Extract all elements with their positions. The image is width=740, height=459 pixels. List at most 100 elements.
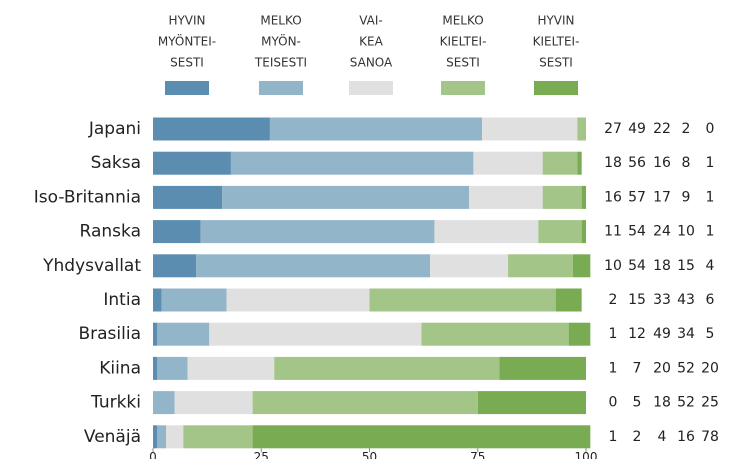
value-label: 1 [706, 155, 715, 171]
category-label: Brasilia [78, 324, 141, 344]
category-label: Saksa [91, 153, 141, 173]
value-label: 54 [628, 224, 646, 240]
value-label: 49 [653, 326, 671, 342]
value-label: 15 [677, 258, 695, 274]
legend-label: MYÖN- [261, 33, 301, 49]
bar-segment [200, 220, 435, 244]
bar-segment [469, 185, 543, 209]
bar-segment [542, 151, 578, 175]
legend-label: SANOA [350, 56, 393, 70]
value-label: 27 [604, 121, 622, 137]
bar-segment [421, 322, 569, 346]
bar-segment [153, 322, 158, 346]
bar-segment [473, 151, 543, 175]
bar-segment [252, 391, 478, 415]
value-label: 43 [677, 292, 695, 308]
bar-segment [153, 288, 162, 312]
legend-label: KIELTEI- [440, 35, 487, 49]
value-label: 54 [628, 258, 646, 274]
value-label: 10 [604, 258, 622, 274]
value-label: 18 [604, 155, 622, 171]
bar-segment [274, 356, 500, 380]
x-tick-label: 100 [575, 450, 598, 459]
bar-segment [577, 151, 582, 175]
legend-swatch [534, 81, 578, 95]
legend-label: MELKO [442, 14, 483, 28]
value-label: 1 [706, 189, 715, 205]
bar-segment [581, 185, 586, 209]
value-label: 1 [609, 326, 618, 342]
bar-segment [499, 356, 586, 380]
value-label: 16 [677, 429, 695, 445]
value-label: 22 [653, 121, 671, 137]
bar-segment [157, 356, 188, 380]
bar-segment [269, 117, 483, 141]
legend-label: KIELTEI- [533, 35, 580, 49]
bar-segment [153, 425, 158, 449]
value-label: 18 [653, 258, 671, 274]
value-label: 24 [653, 224, 671, 240]
value-label: 56 [628, 155, 646, 171]
bar-segment [568, 322, 591, 346]
legend-label: SESTI [170, 56, 204, 70]
x-tick-label: 75 [470, 450, 485, 459]
bar-segment [555, 288, 582, 312]
category-label: Ranska [80, 222, 141, 242]
bar-segment [183, 425, 253, 449]
bar-segment [209, 322, 422, 346]
legend-label: HYVIN [168, 14, 205, 28]
category-label: Yhdysvallat [42, 256, 141, 276]
value-label: 2 [633, 429, 642, 445]
value-label: 1 [706, 224, 715, 240]
bar-segment [538, 220, 582, 244]
legend-label: SESTI [539, 56, 573, 70]
value-label: 78 [701, 429, 719, 445]
bar-segment [542, 185, 582, 209]
x-tick-label: 50 [362, 450, 377, 459]
category-label: Venäjä [84, 427, 141, 447]
legend-swatch [349, 81, 393, 95]
category-label: Turkki [90, 393, 141, 413]
legend-label: HYVIN [537, 14, 574, 28]
bar-segment [153, 254, 197, 278]
bar-segment [153, 220, 201, 244]
value-label: 1 [609, 360, 618, 376]
bar-segment [165, 425, 184, 449]
legend-label: MYÖNTEI- [158, 33, 216, 49]
bar-segment [153, 185, 223, 209]
legend-label: TEISESTI [254, 56, 307, 70]
value-label: 15 [628, 292, 646, 308]
bar-segment [187, 356, 275, 380]
bar-segment [174, 391, 253, 415]
value-label: 11 [604, 224, 622, 240]
bar-segment [434, 220, 539, 244]
bar-segment [230, 151, 474, 175]
bar-segment [573, 254, 591, 278]
value-label: 2 [609, 292, 618, 308]
bar-segment [153, 391, 175, 415]
bar-segment [153, 356, 158, 380]
value-label: 1 [609, 429, 618, 445]
legend-label: VAI- [359, 14, 383, 28]
x-tick-label: 25 [254, 450, 269, 459]
value-label: 5 [633, 395, 642, 411]
value-label: 5 [706, 326, 715, 342]
value-label: 49 [628, 121, 646, 137]
value-label: 20 [653, 360, 671, 376]
bar-segment [577, 117, 586, 141]
value-label: 16 [653, 155, 671, 171]
bar-segment [153, 117, 270, 141]
bar-segment [430, 254, 509, 278]
bar-segment [508, 254, 574, 278]
bar-segment [477, 391, 586, 415]
category-label: Japani [88, 119, 141, 139]
bar-segment [196, 254, 431, 278]
category-label: Iso-Britannia [34, 187, 141, 207]
value-label: 10 [677, 224, 695, 240]
value-label: 16 [604, 189, 622, 205]
bar-segment [157, 425, 166, 449]
value-label: 4 [658, 429, 667, 445]
bar-segment [157, 322, 210, 346]
legend-label: SESTI [446, 56, 480, 70]
